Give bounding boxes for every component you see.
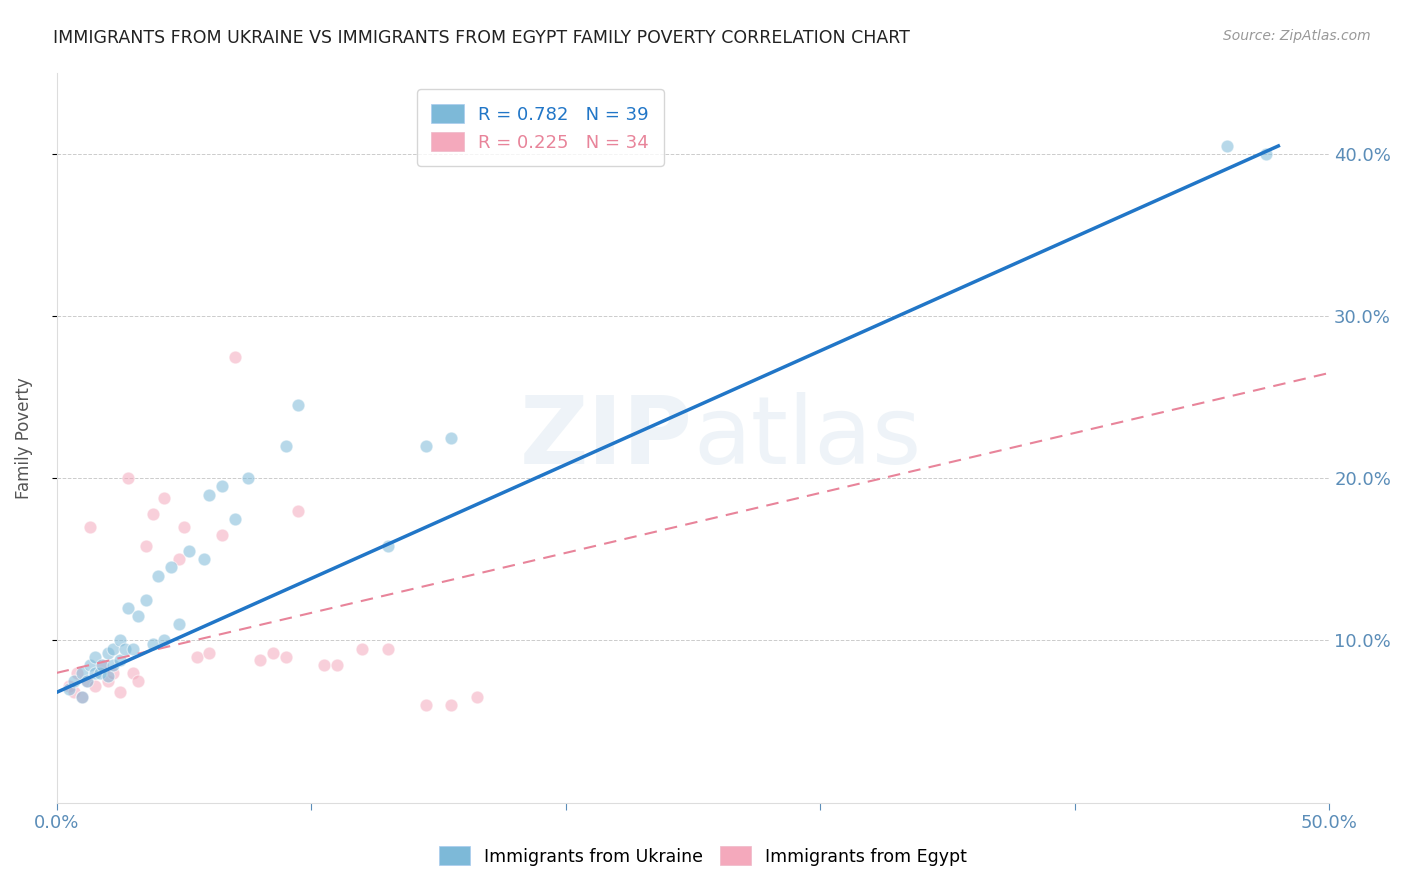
Point <box>110 633 132 648</box>
Point <box>101 641 124 656</box>
Point <box>101 665 124 680</box>
Point <box>415 439 437 453</box>
Point <box>148 568 170 582</box>
Point <box>91 657 114 672</box>
Point <box>110 653 132 667</box>
Point <box>152 491 174 505</box>
Point <box>152 633 174 648</box>
Point <box>63 673 86 688</box>
Point <box>274 649 297 664</box>
Point <box>177 544 200 558</box>
Point <box>198 647 221 661</box>
Point <box>117 471 139 485</box>
Point <box>135 540 157 554</box>
Point <box>167 552 190 566</box>
Point <box>70 665 93 680</box>
Text: Source: ZipAtlas.com: Source: ZipAtlas.com <box>1223 29 1371 43</box>
Point <box>173 520 195 534</box>
Point <box>89 665 111 680</box>
Point <box>66 665 89 680</box>
Point <box>101 657 124 672</box>
Point <box>63 685 86 699</box>
Point <box>127 673 149 688</box>
Point <box>110 685 132 699</box>
Point <box>236 471 259 485</box>
Point <box>127 609 149 624</box>
Point <box>79 657 101 672</box>
Point <box>193 552 215 566</box>
Point <box>76 673 98 688</box>
Point <box>96 673 118 688</box>
Point <box>1216 139 1239 153</box>
Point <box>312 657 335 672</box>
Point <box>325 657 347 672</box>
Point <box>198 487 221 501</box>
Y-axis label: Family Poverty: Family Poverty <box>15 377 32 499</box>
Point <box>440 698 463 713</box>
Point <box>79 520 101 534</box>
Point <box>70 690 93 705</box>
Point <box>274 439 297 453</box>
Point <box>224 350 246 364</box>
Point <box>415 698 437 713</box>
Point <box>249 653 271 667</box>
Point <box>83 649 105 664</box>
Point <box>114 641 136 656</box>
Point <box>377 641 399 656</box>
Point <box>465 690 488 705</box>
Point <box>377 540 399 554</box>
Point <box>76 673 98 688</box>
Point <box>135 593 157 607</box>
Point <box>122 665 145 680</box>
Legend: R = 0.782   N = 39, R = 0.225   N = 34: R = 0.782 N = 39, R = 0.225 N = 34 <box>418 89 664 166</box>
Text: ZIP: ZIP <box>520 392 693 483</box>
Point <box>83 679 105 693</box>
Point <box>142 507 165 521</box>
Point <box>96 647 118 661</box>
Point <box>70 690 93 705</box>
Point <box>1254 147 1277 161</box>
Legend: Immigrants from Ukraine, Immigrants from Egypt: Immigrants from Ukraine, Immigrants from… <box>430 838 976 874</box>
Point <box>224 512 246 526</box>
Point <box>91 657 114 672</box>
Point <box>58 679 80 693</box>
Point <box>122 641 145 656</box>
Point <box>211 528 233 542</box>
Point <box>160 560 183 574</box>
Point <box>142 637 165 651</box>
Text: IMMIGRANTS FROM UKRAINE VS IMMIGRANTS FROM EGYPT FAMILY POVERTY CORRELATION CHAR: IMMIGRANTS FROM UKRAINE VS IMMIGRANTS FR… <box>53 29 910 46</box>
Point <box>83 665 105 680</box>
Point <box>287 398 309 412</box>
Point <box>58 682 80 697</box>
Point <box>211 479 233 493</box>
Point <box>186 649 208 664</box>
Point <box>167 617 190 632</box>
Point <box>96 669 118 683</box>
Point <box>352 641 374 656</box>
Point <box>262 647 284 661</box>
Text: atlas: atlas <box>693 392 921 483</box>
Point <box>440 431 463 445</box>
Point <box>287 504 309 518</box>
Point <box>117 601 139 615</box>
